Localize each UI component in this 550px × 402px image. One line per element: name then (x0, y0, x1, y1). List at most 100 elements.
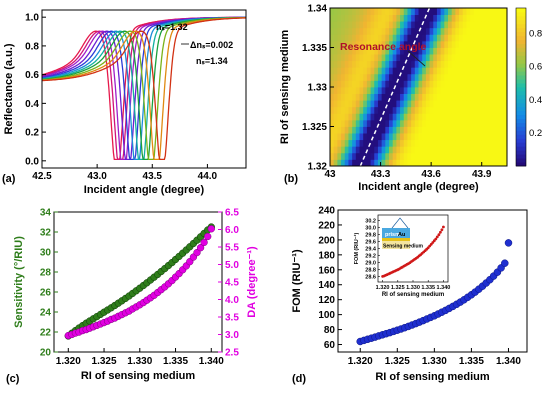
colorbar-segment (516, 11, 526, 17)
heatmap-cell (422, 27, 427, 35)
heatmap-cell (418, 87, 423, 94)
heatmap-cell (488, 67, 493, 75)
heatmap-cell (355, 87, 360, 94)
heatmap-cell (425, 54, 430, 62)
heatmap-cell (492, 34, 497, 42)
heatmap-cell (425, 14, 430, 22)
heatmap-cell (418, 146, 423, 154)
heatmap-cell (377, 146, 383, 154)
heatmap-cell (392, 126, 397, 134)
heatmap-cell (341, 93, 346, 101)
heatmap-cell (407, 34, 412, 42)
heatmap-cell (484, 54, 489, 62)
heatmap-cell (481, 21, 486, 29)
heatmap-cell (455, 54, 460, 62)
heatmap-cell (499, 106, 504, 114)
heatmap-cell (459, 80, 464, 88)
heatmap-cell (414, 133, 419, 141)
heatmap-cell (403, 87, 408, 94)
heatmap-cell (392, 159, 397, 167)
heatmap-cell (459, 119, 464, 127)
heatmap-cell (425, 40, 430, 48)
heatmap-cell (466, 113, 471, 121)
heatmap-cell (389, 126, 394, 134)
heatmap-cell (418, 152, 423, 160)
heatmap-cell (473, 106, 478, 114)
heatmap-cell (366, 113, 371, 121)
heatmap-cell (396, 8, 401, 15)
heatmap-cell (436, 80, 442, 88)
heatmap-cell (400, 152, 405, 160)
heatmap-cell (448, 113, 453, 121)
x-tick-label: 43.0 (87, 171, 107, 182)
heatmap-cell (411, 34, 416, 42)
heatmap-cell (503, 54, 508, 62)
heatmap-cell (341, 139, 346, 147)
heatmap-cell (374, 14, 379, 22)
heatmap-cell (418, 67, 423, 75)
heatmap-cell (396, 80, 401, 88)
heatmap-cell (411, 80, 416, 88)
heatmap-cell (333, 126, 338, 134)
heatmap-cell (403, 80, 408, 88)
heatmap-cell (477, 54, 482, 62)
heatmap-cell (400, 8, 405, 15)
heatmap-cell (492, 126, 497, 134)
heatmap-cell (429, 27, 434, 35)
heatmap-cell (355, 27, 360, 35)
inset-label-prism: prism (385, 232, 400, 238)
heatmap-cell (484, 100, 489, 108)
heatmap-cell (359, 113, 364, 121)
heatmap-cell (499, 146, 504, 154)
heatmap-cell (348, 113, 353, 121)
heatmap-cell (333, 93, 338, 101)
heatmap-cell (503, 27, 508, 35)
heatmap-cell (448, 139, 453, 147)
heatmap-cell (495, 73, 501, 81)
heatmap-cell (499, 67, 504, 75)
heatmap-cell (403, 14, 408, 22)
heatmap-cell (344, 126, 349, 134)
heatmap-cell (330, 87, 335, 94)
heatmap-cell (344, 139, 349, 147)
heatmap-cell (462, 126, 467, 134)
heatmap-cell (411, 146, 416, 154)
heatmap-cell (429, 14, 434, 22)
heatmap-cell (389, 93, 394, 101)
heatmap-cell (488, 133, 493, 141)
heatmap-cell (466, 139, 471, 147)
heatmap-cell (374, 54, 379, 62)
heatmap-cell (459, 87, 464, 94)
heatmap-cell (459, 133, 464, 141)
heatmap-cell (451, 113, 456, 121)
heatmap-cell (385, 27, 390, 35)
heatmap-cell (392, 27, 397, 35)
heatmap-cell (392, 67, 397, 75)
heatmap-cell (503, 126, 508, 134)
heatmap-cell (503, 14, 508, 22)
heatmap-cell (484, 87, 489, 94)
heatmap-cell (492, 87, 497, 94)
y-tick-label: 1.32 (308, 162, 328, 173)
heatmap-cell (473, 60, 478, 68)
heatmap-cell (418, 14, 423, 22)
heatmap-cell (337, 100, 342, 108)
heatmap-cell (459, 93, 464, 101)
heatmap-cell (341, 152, 346, 160)
heatmap-cell (418, 159, 423, 167)
x-axis-label: Incident angle (degree) (358, 181, 479, 193)
heatmap-cell (396, 139, 401, 147)
heatmap-cell (355, 133, 360, 141)
heatmap-cell (400, 126, 405, 134)
heatmap-cell (481, 34, 486, 42)
heatmap-cell (337, 126, 342, 134)
heatmap-cell (414, 40, 419, 48)
heatmap-cell (444, 152, 449, 160)
heatmap-cell (495, 87, 501, 94)
x-tick-label: 43.6 (421, 169, 441, 180)
heatmap-cell (451, 21, 456, 29)
heatmap-cell (440, 159, 445, 167)
series-line-1.324 (42, 16, 246, 161)
heatmap-cell (492, 133, 497, 141)
